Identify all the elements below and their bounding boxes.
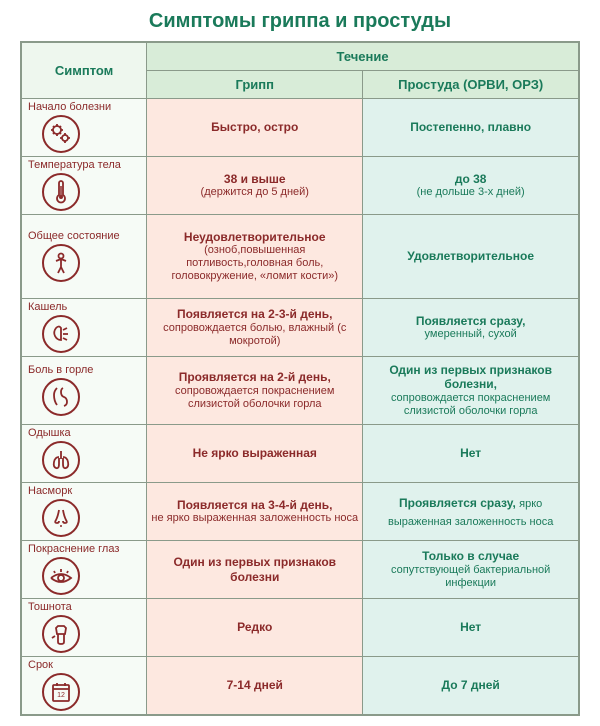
cold-cell: Один из первых признаков болезни,сопрово… (363, 357, 579, 425)
symptom-label: Кашель (28, 301, 67, 313)
cold-bold: До 7 дней (367, 678, 574, 692)
symptom-cell: Одышка (21, 425, 147, 483)
symptom-cell: Кашель (21, 299, 147, 357)
throat-icon (42, 378, 80, 416)
flu-cell: 38 и выше(держится до 5 дней) (147, 157, 363, 215)
symptom-cell: Насморк (21, 483, 147, 541)
flu-cell: 7-14 дней (147, 657, 363, 716)
table-row: Срок 12 7-14 дней До 7 дней (21, 657, 579, 716)
header-symptom: Симптом (21, 42, 147, 99)
symptom-label: Общее состояние (28, 230, 120, 242)
symptom-label: Начало болезни (28, 101, 111, 113)
cold-cell: до 38(не дольше 3-х дней) (363, 157, 579, 215)
flu-bold: Неудовлетворительное (151, 230, 358, 244)
symptom-label: Срок (28, 659, 53, 671)
flu-cell: Появляется на 3-4-й день,не ярко выражен… (147, 483, 363, 541)
cold-bold: Один из первых признаков болезни, (367, 363, 574, 392)
svg-text:12: 12 (57, 692, 65, 699)
flu-cell: Проявляется на 2-й день,сопровождается п… (147, 357, 363, 425)
calendar-icon: 12 (42, 673, 80, 711)
flu-reg: сопровождается покраснениeм слизистой об… (151, 385, 358, 411)
cold-cell: Нет (363, 599, 579, 657)
symptom-label: Тошнота (28, 601, 72, 613)
table-row: Боль в горлеПроявляется на 2-й день,сопр… (21, 357, 579, 425)
cold-cell: Проявляется сразу, ярко выраженная залож… (363, 483, 579, 541)
cold-bold: Проявляется сразу, (399, 496, 519, 510)
header-flu: Грипп (147, 71, 363, 99)
thermometer-icon (42, 173, 80, 211)
table-row: Общее состояние Неудовлетворительное(озно… (21, 215, 579, 299)
table-row: Кашель Появляется на 2-3-й день,сопровожд… (21, 299, 579, 357)
table-row: Насморк Появляется на 3-4-й день,не ярко … (21, 483, 579, 541)
symptoms-table: Симптом Течение Грипп Простуда (ОРВИ, ОР… (20, 41, 580, 716)
flu-bold: 38 и выше (151, 172, 358, 186)
flu-bold: Не ярко выраженная (151, 446, 358, 460)
header-cold: Простуда (ОРВИ, ОРЗ) (363, 71, 579, 99)
symptom-label: Покраснение глаз (28, 543, 119, 555)
cough-icon (42, 315, 80, 353)
cold-cell: Только в случаесопутствующей бактериальн… (363, 541, 579, 599)
table-row: Температура тела 38 и выше(держится до 5 … (21, 157, 579, 215)
flu-bold: Редко (151, 620, 358, 634)
flu-reg: (держится до 5 дней) (151, 186, 358, 199)
cold-cell: Нет (363, 425, 579, 483)
table-row: Начало болезни Быстро, остро Постепенно, п… (21, 99, 579, 157)
table-row: Покраснение глаз Один из первых признаков… (21, 541, 579, 599)
cold-bold: Нет (367, 620, 574, 634)
cold-reg: (не дольше 3-х дней) (367, 186, 574, 199)
table-row: Тошнота Редко Нет (21, 599, 579, 657)
flu-bold: 7-14 дней (151, 678, 358, 692)
symptom-cell: Начало болезни (21, 99, 147, 157)
cold-cell: Появляется сразу,умеренный, сухой (363, 299, 579, 357)
flu-cell: Появляется на 2-3-й день,сопровождается … (147, 299, 363, 357)
body-icon (42, 244, 80, 282)
symptom-cell: Срок 12 (21, 657, 147, 716)
flu-bold: Один из первых признаков болезни (151, 555, 358, 584)
symptom-label: Боль в горле (28, 364, 93, 376)
cold-bold: Нет (367, 446, 574, 460)
table-row: Одышка Не ярко выраженная Нет (21, 425, 579, 483)
cold-cell: Удовлетворительное (363, 215, 579, 299)
flu-bold: Появляется на 3-4-й день, (151, 498, 358, 512)
header-course: Течение (147, 42, 579, 71)
flu-cell: Редко (147, 599, 363, 657)
onset-icon (42, 115, 80, 153)
symptom-label: Температура тела (28, 159, 121, 171)
cold-reg: сопровождается покраснением слизистой об… (367, 392, 574, 418)
symptom-cell: Температура тела (21, 157, 147, 215)
page-title: Симптомы гриппа и простуды (20, 10, 580, 33)
flu-reg: сопровождается болью, влажный (с мокрото… (151, 322, 358, 348)
cold-bold: до 38 (367, 172, 574, 186)
symptom-cell: Общее состояние (21, 215, 147, 299)
symptom-cell: Боль в горле (21, 357, 147, 425)
cold-bold: Удовлетворительное (367, 249, 574, 263)
cold-bold: Постепенно, плавно (367, 120, 574, 134)
flu-reg: (озноб,повышенная потливость,головная бо… (151, 244, 358, 284)
flu-bold: Проявляется на 2-й день, (151, 370, 358, 384)
cold-bold: Только в случае (367, 549, 574, 563)
lungs-icon (42, 441, 80, 479)
flu-bold: Появляется на 2-3-й день, (151, 307, 358, 321)
flu-cell: Один из первых признаков болезни (147, 541, 363, 599)
cold-bold: Появляется сразу, (367, 314, 574, 328)
symptom-cell: Покраснение глаз (21, 541, 147, 599)
cold-reg: сопутствующей бактериальной инфекции (367, 564, 574, 590)
symptom-label: Одышка (28, 427, 71, 439)
nose-icon (42, 499, 80, 537)
symptom-cell: Тошнота (21, 599, 147, 657)
flu-cell: Неудовлетворительное(озноб,повышенная по… (147, 215, 363, 299)
cold-reg: умеренный, сухой (367, 328, 574, 341)
symptom-label: Насморк (28, 485, 72, 497)
flu-bold: Быстро, остро (151, 120, 358, 134)
eye-icon (42, 557, 80, 595)
flu-cell: Не ярко выраженная (147, 425, 363, 483)
nausea-icon (42, 615, 80, 653)
flu-reg: не ярко выраженная заложенность носа (151, 512, 358, 525)
cold-cell: До 7 дней (363, 657, 579, 716)
cold-cell: Постепенно, плавно (363, 99, 579, 157)
flu-cell: Быстро, остро (147, 99, 363, 157)
